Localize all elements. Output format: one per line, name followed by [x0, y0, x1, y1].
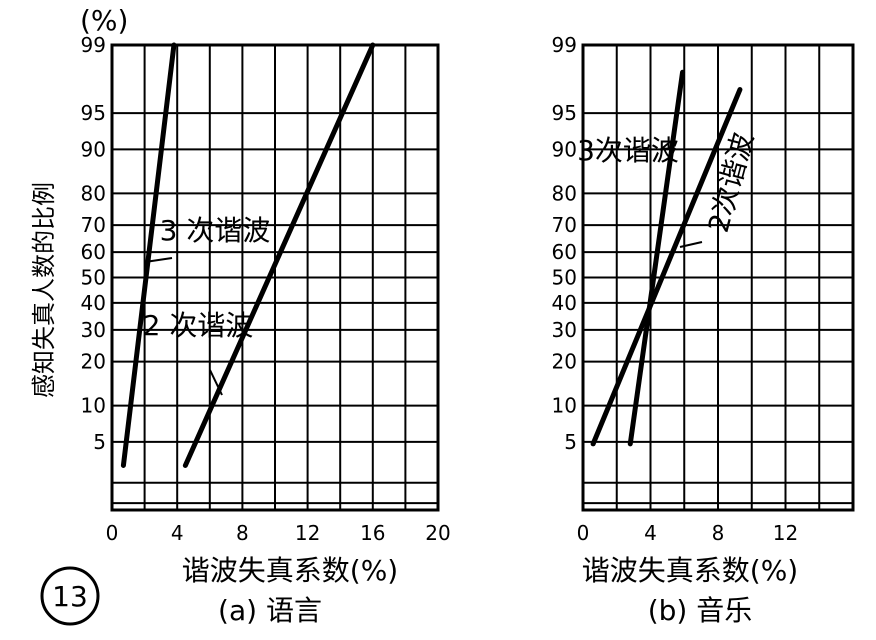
panel-b-x-axis-title: 谐波失真系数(%)	[582, 554, 798, 587]
panel-a-x-tick-3: 12	[295, 521, 320, 545]
panel-a-y-tick-10: 95	[81, 101, 106, 125]
panel-b-leader-2nd	[679, 241, 703, 248]
panel-a-x-tick-1: 4	[171, 521, 184, 545]
panel-a-y-tick-2: 20	[81, 350, 106, 374]
panel-a-y-tick-3: 30	[81, 318, 106, 342]
panel-a-x-tick-4: 16	[360, 521, 385, 545]
figure-number-badge	[40, 566, 100, 626]
panel-b-y-tick-0: 5	[564, 430, 577, 454]
panel-a-y-tick-6: 60	[81, 240, 106, 264]
panel-a-y-tick-11: 99	[81, 33, 106, 57]
panel-b-series-3rd-label: 3次谐波	[577, 134, 679, 167]
panel-b-caption: (b) 音乐	[648, 594, 753, 627]
panel-b-y-tick-7: 70	[552, 213, 577, 237]
panel-b-y-tick-11: 99	[552, 33, 577, 57]
panel-a-leader-2nd	[209, 369, 223, 396]
panel-a-series-2nd-label: 2 次谐波	[143, 309, 254, 342]
panel-a-plot-frame	[110, 43, 440, 512]
panel-b-y-tick-10: 95	[552, 101, 577, 125]
y-unit-label: (%)	[80, 4, 128, 37]
panel-a-leader-3rd	[144, 257, 173, 263]
panel-a-x-tick-5: 20	[425, 521, 450, 545]
panel-b-series-line-0	[627, 69, 686, 447]
panel-a-y-tick-9: 90	[81, 137, 106, 161]
panel-b-leader-3rd	[659, 137, 676, 151]
panel-b-y-tick-5: 50	[552, 266, 577, 290]
panel-a-y-tick-0: 5	[93, 430, 106, 454]
panel-a-y-tick-8: 80	[81, 181, 106, 205]
panel-b-y-tick-6: 60	[552, 240, 577, 264]
panel-a-y-tick-5: 50	[81, 266, 106, 290]
panel-b-y-tick-9: 90	[552, 137, 577, 161]
panel-a-series-line-0	[120, 42, 177, 468]
panel-b-y-tick-3: 30	[552, 318, 577, 342]
panel-a-x-tick-0: 0	[106, 521, 119, 545]
figure-number: 13	[52, 580, 88, 613]
panel-b-x-tick-0: 0	[577, 521, 590, 545]
panel-b-y-tick-8: 80	[552, 181, 577, 205]
panel-b-y-tick-4: 40	[552, 291, 577, 315]
panel-b-y-tick-1: 10	[552, 394, 577, 418]
panel-b-y-tick-2: 20	[552, 350, 577, 374]
panel-b-plot-frame	[581, 43, 855, 512]
panel-b-x-tick-3: 12	[773, 521, 798, 545]
panel-b-series-line-1	[590, 87, 743, 447]
panel-a-series-3rd-label: 3 次谐波	[160, 214, 271, 247]
panel-a-y-tick-7: 70	[81, 213, 106, 237]
y-axis-title: 感知失真人数的比例	[30, 182, 58, 398]
panel-a-x-axis-title: 谐波失真系数(%)	[182, 554, 398, 587]
panel-b-x-tick-1: 4	[644, 521, 657, 545]
panel-a-y-tick-1: 10	[81, 394, 106, 418]
panel-a-series-line-1	[182, 42, 376, 468]
panel-a-y-tick-4: 40	[81, 291, 106, 315]
panel-a-caption: (a) 语言	[218, 594, 322, 627]
panel-a-x-tick-2: 8	[236, 521, 249, 545]
panel-b-x-tick-2: 8	[712, 521, 725, 545]
